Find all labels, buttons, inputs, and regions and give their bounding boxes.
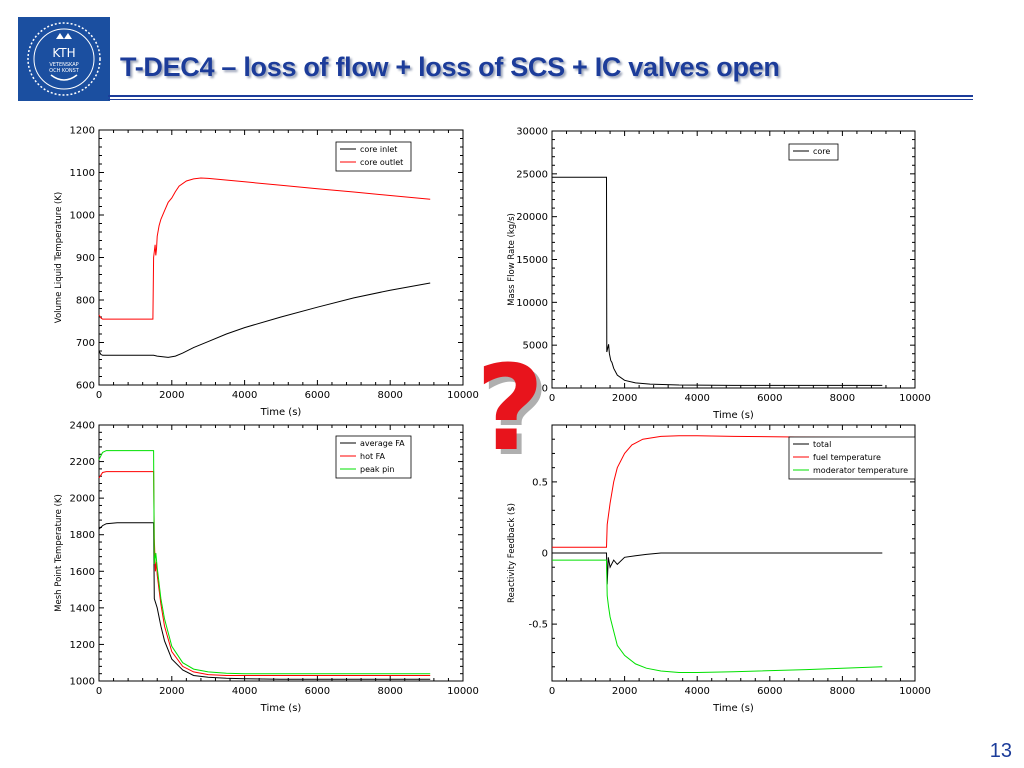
reactivity-chart-y-axis-label: Reactivity Feedback ($) [507,503,517,603]
mesh-chart-x-tick-label: 8000 [377,686,402,697]
temp-chart-y-axis-label: Volume Liquid Temperature (K) [54,192,64,323]
slide-number: 13 [989,740,1012,762]
reactivity-chart-x-tick-label: 10000 [899,686,931,697]
title-rule [108,95,973,97]
temp-chart-y-tick-label: 1100 [70,168,95,179]
flow-chart-y-tick-label: 0 [542,384,548,395]
flow-chart-y-tick-label: 25000 [516,169,548,180]
flow-chart-y-tick-label: 20000 [516,212,548,223]
reactivity-chart-x-tick-label: 8000 [830,686,855,697]
temp-chart-x-tick-label: 4000 [232,390,257,401]
mesh-chart-y-tick-label: 1600 [70,567,95,578]
temp-chart-x-tick-label: 0 [96,390,102,401]
temp-chart-y-tick-label: 800 [76,296,95,307]
flow-chart-x-tick-label: 2000 [612,393,637,404]
reactivity-chart-legend-label: moderator temperature [813,466,908,475]
reactivity-chart-x-axis-label: Time (s) [712,703,754,714]
flow-chart-y-tick-label: 5000 [523,341,548,352]
mesh-chart-x-tick-label: 4000 [232,686,257,697]
slide-title: T-DEC4 – loss of flow + loss of SCS + IC… [120,52,780,82]
question-mark-shadow: ? [481,352,549,467]
temp-chart-x-tick-label: 2000 [159,390,184,401]
temp-chart-y-tick-label: 1200 [70,126,95,137]
question-mark-glyph: ? [476,352,544,467]
mesh-chart-y-tick-label: 2200 [70,457,95,468]
temp-chart-x-tick-label: 10000 [447,390,479,401]
temp-chart-y-tick-label: 700 [76,338,95,349]
title-rule-thin [108,99,973,100]
reactivity-chart-x-tick-label: 4000 [684,686,709,697]
temp-chart-series-core-outlet [98,177,431,320]
flow-chart-x-tick-label: 10000 [899,393,931,404]
mesh-chart-y-tick-label: 1800 [70,530,95,541]
reactivity-chart-series-moderator-temperature [552,559,883,673]
mesh-chart-y-tick-label: 1400 [70,603,95,614]
flow-chart-x-axis-label: Time (s) [712,410,754,421]
temp-chart-x-tick-label: 6000 [305,390,330,401]
mesh-chart-x-tick-label: 6000 [305,686,330,697]
temp-chart-legend [335,141,412,172]
mesh-chart-legend-label: hot FA [360,452,386,461]
flow-chart-x-tick-label: 8000 [830,393,855,404]
logo-text-2: OCH KONST [49,68,80,74]
flow-chart-x-tick-label: 4000 [684,393,709,404]
reactivity-chart-x-tick-label: 2000 [612,686,637,697]
flow-chart-y-axis-label: Mass Flow Rate (kg/s) [507,213,517,306]
reactivity-chart-x-tick-label: 0 [549,686,555,697]
reactivity-chart-legend [788,436,916,480]
reactivity-chart-series-total [552,552,883,585]
logo-text-kth: KTH [52,46,75,60]
mesh-chart-x-tick-label: 0 [96,686,102,697]
flow-chart-x-tick-label: 6000 [757,393,782,404]
reactivity-chart: 0 2000 4000 6000 8000 10000 -0.5 0 0.5 Time (s) Re… [507,424,931,714]
mesh-chart-x-tick-label: 2000 [159,686,184,697]
temp-chart: 0 2000 4000 6000 8000 10000 600 700 800 900 1000 11… [54,126,479,419]
mesh-chart-series-average-FA [98,522,431,680]
flow-chart-frame [551,130,916,389]
flow-chart-legend-label: core [813,147,830,156]
question-mark: ? ? [476,352,549,467]
temp-chart-legend-label: core outlet [360,158,403,167]
temp-chart-x-tick-label: 8000 [377,390,402,401]
temp-chart-y-tick-label: 900 [76,253,95,264]
flow-chart-x-tick-label: 0 [549,393,555,404]
reactivity-chart-legend-label: total [813,440,831,449]
mesh-chart-y-axis-label: Mesh Point Temperature (K) [54,494,64,612]
temp-chart-y-tick-label: 1000 [70,211,95,222]
mesh-chart-series-peak-pin [98,450,431,675]
kth-logo: KTH VETENSKAP OCH KONST [18,17,110,101]
reactivity-chart-legend-label: fuel temperature [813,453,881,462]
reactivity-chart-y-tick-label: 0.5 [532,477,548,488]
flow-chart-series-core [552,176,883,386]
temp-chart-frame [98,129,464,386]
flow-chart-y-tick-label: 15000 [516,255,548,266]
mesh-chart-x-axis-label: Time (s) [260,703,302,714]
reactivity-chart-y-tick-label: -0.5 [528,620,548,631]
mesh-chart-y-tick-label: 1000 [70,677,95,688]
mesh-chart: 0 2000 4000 6000 8000 10000 1000 1200 1400 1600 18… [54,421,479,715]
mesh-chart-y-tick-label: 1200 [70,640,95,651]
flow-chart: 0 2000 4000 6000 8000 10000 0 5000 10000 15000 200… [507,127,931,422]
mesh-chart-y-tick-label: 2400 [70,421,95,432]
reactivity-chart-x-tick-label: 6000 [757,686,782,697]
mesh-chart-legend-label: peak pin [360,465,394,474]
mesh-chart-legend-label: average FA [360,439,405,448]
flow-chart-legend [788,143,839,161]
mesh-chart-y-tick-label: 2000 [70,494,95,505]
mesh-chart-series-hot-FA [98,471,431,676]
logo-text-1: VETENSKAP [49,62,78,68]
flow-chart-y-tick-label: 10000 [516,298,548,309]
reactivity-chart-series-fuel-temperature [552,435,883,548]
temp-chart-x-axis-label: Time (s) [260,407,302,418]
temp-chart-legend-label: core inlet [360,145,397,154]
temp-chart-y-tick-label: 600 [76,381,95,392]
reactivity-chart-y-tick-label: 0 [542,549,548,560]
temp-chart-series-core-inlet [98,282,431,358]
mesh-chart-x-tick-label: 10000 [447,686,479,697]
flow-chart-y-tick-label: 30000 [516,127,548,138]
